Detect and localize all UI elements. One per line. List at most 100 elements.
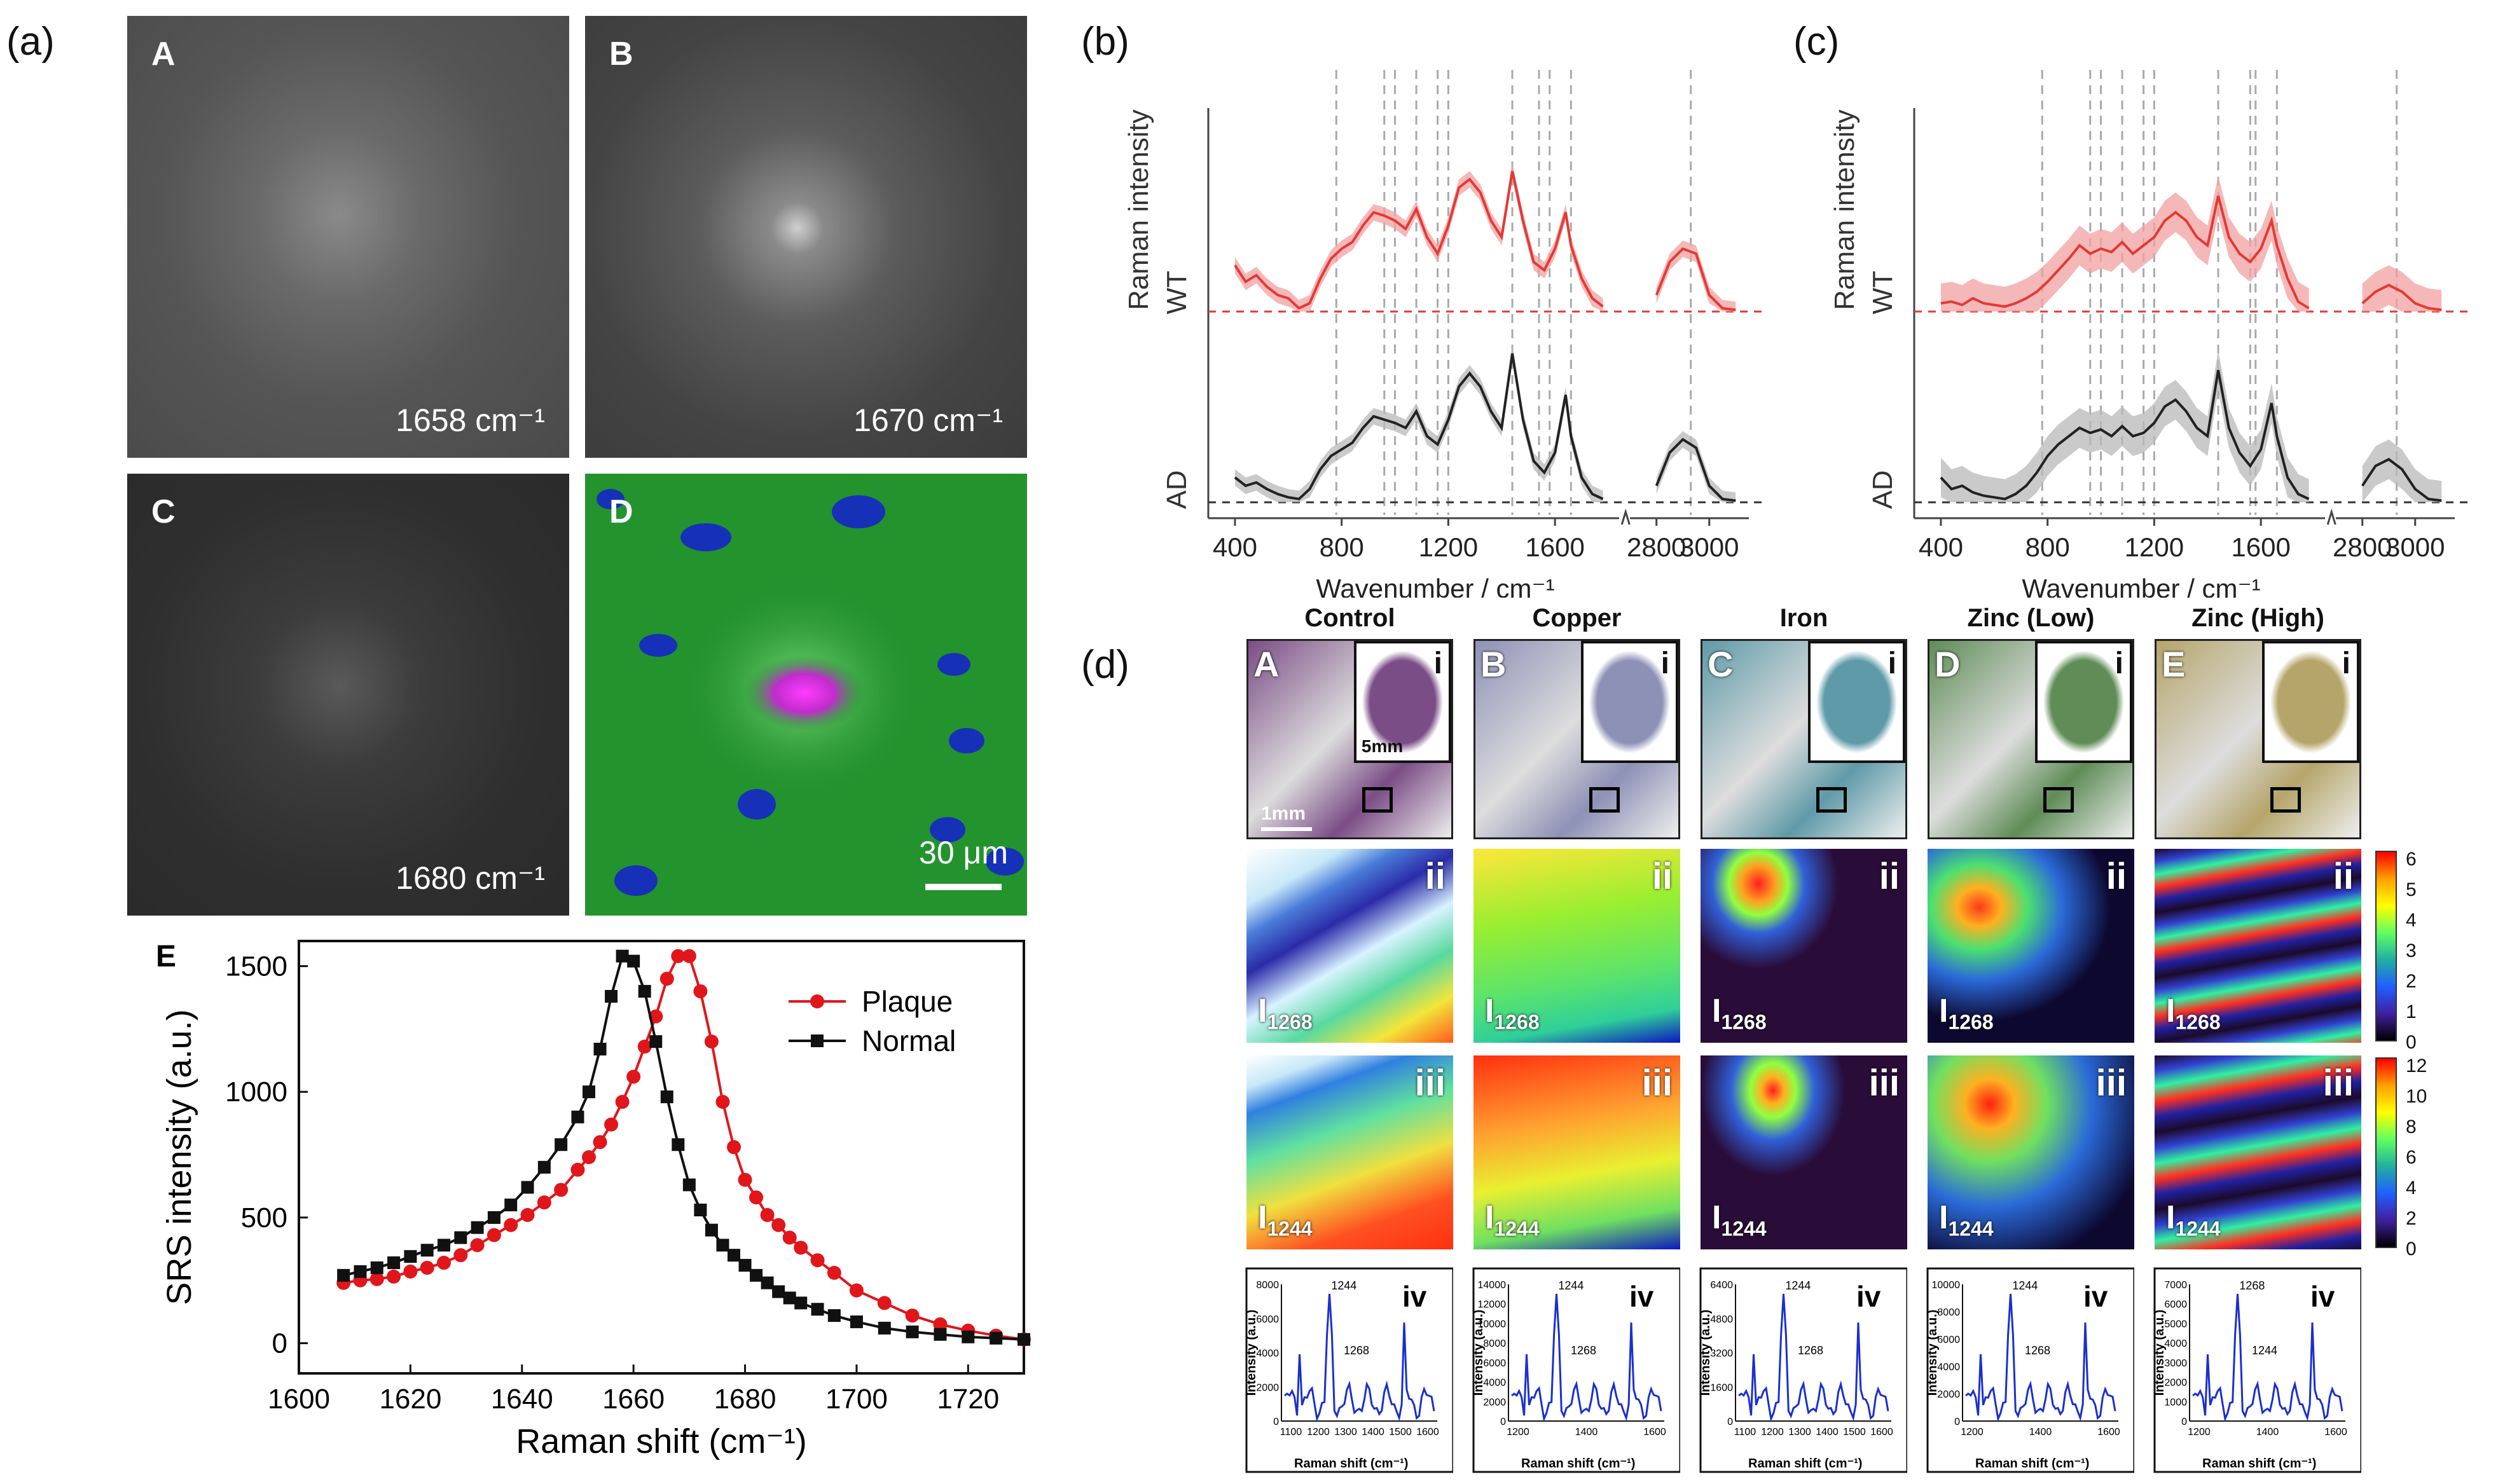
mini-y-tick: 8000 xyxy=(1937,1307,1960,1318)
roi-box xyxy=(2043,787,2074,813)
data-point-normal xyxy=(827,1309,841,1323)
data-point-normal xyxy=(811,1303,824,1316)
mini-x-label: Raman shift (cm⁻¹) xyxy=(1975,1457,2089,1471)
intensity-subscript: 1268 xyxy=(1948,1010,1994,1033)
mini-x-label: Raman shift (cm⁻¹) xyxy=(2202,1457,2316,1471)
mini-spectrum-line xyxy=(1965,1293,2116,1422)
data-point-normal xyxy=(616,949,629,963)
panel-b-tag: (b) xyxy=(1081,20,1129,64)
row-label-iv: iv xyxy=(1629,1280,1654,1313)
data-point-plaque xyxy=(470,1238,485,1253)
brain-inset: i xyxy=(2034,641,2132,763)
data-point-plaque xyxy=(738,1172,752,1187)
mini-x-tick: 1400 xyxy=(1362,1427,1384,1438)
intensity-subscript: 1244 xyxy=(1494,1217,1540,1240)
peak-label: 1268 xyxy=(1798,1344,1823,1357)
data-point-normal xyxy=(337,1268,350,1282)
inset-label: i xyxy=(1433,647,1442,680)
scalebar-1mm xyxy=(1261,827,1312,831)
intensity-subscript: 1268 xyxy=(1721,1010,1767,1033)
mini-y-label: Intensity (a.u.) xyxy=(2153,1310,2167,1396)
heatmap-1244: iii I1244 xyxy=(1928,1055,2134,1249)
data-point-normal xyxy=(521,1181,534,1194)
wavenumber-label: 1658 cm⁻¹ xyxy=(396,402,545,438)
row-label: iii xyxy=(2322,1062,2354,1104)
mini-y-tick: 7000 xyxy=(2164,1280,2187,1291)
x-tick-label: 1600 xyxy=(1525,532,1584,562)
heatmap-1268: ii I1268 xyxy=(1701,849,1907,1043)
y-tick-label: 1500 xyxy=(225,951,287,982)
mini-y-tick: 6000 xyxy=(1256,1314,1279,1325)
data-point-normal xyxy=(716,1239,729,1252)
data-point-normal xyxy=(962,1330,975,1343)
data-point-plaque xyxy=(637,1040,652,1054)
mini-x-tick: 1100 xyxy=(1734,1427,1756,1438)
inset-label: i xyxy=(1887,647,1896,680)
mini-spectrum-line xyxy=(1511,1293,1662,1422)
roi-box xyxy=(1362,787,1393,813)
x-tick-label: 1200 xyxy=(1419,532,1478,562)
data-point-normal xyxy=(649,1035,663,1048)
image-letter: B xyxy=(609,36,633,72)
heatmap-1244: iii I1244 xyxy=(1246,1055,1453,1249)
row-label-iv: iv xyxy=(1402,1280,1427,1313)
mini-y-tick: 14000 xyxy=(1478,1280,1507,1291)
intensity-label-1268: I1268 xyxy=(2166,992,2221,1034)
spectrum-line-wt xyxy=(1234,170,1604,310)
legend-marker xyxy=(810,994,824,1008)
data-point-plaque xyxy=(593,1135,607,1150)
intensity-symbol: I xyxy=(2166,1199,2176,1236)
mini-x-tick: 1600 xyxy=(1870,1427,1893,1438)
data-point-plaque xyxy=(704,1034,719,1049)
confidence-band xyxy=(1656,431,1736,502)
mini-y-label: Intensity (a.u.) xyxy=(1472,1310,1486,1396)
column-header: Copper xyxy=(1532,604,1622,632)
mini-y-tick: 2000 xyxy=(2164,1378,2187,1389)
colorbar-tick: 0 xyxy=(2406,1032,2417,1053)
data-point-normal xyxy=(627,954,640,968)
colorbar-tick: 6 xyxy=(2406,1147,2417,1168)
intensity-label-1244: I1244 xyxy=(1939,1199,1994,1240)
spectrum-line-ad xyxy=(2361,458,2442,502)
data-point-normal xyxy=(438,1239,450,1252)
x-tick-label: 2800 xyxy=(2333,532,2392,562)
mini-x-tick: 1400 xyxy=(1816,1427,1839,1438)
mini-y-tick: 4000 xyxy=(1937,1362,1960,1373)
data-point-plaque xyxy=(387,1269,401,1284)
intensity-label-1268: I1268 xyxy=(1485,992,1540,1034)
mini-x-label: Raman shift (cm⁻¹) xyxy=(1294,1457,1408,1471)
spectrum-line-ad xyxy=(1940,369,2310,500)
data-point-plaque xyxy=(504,1218,518,1232)
mini-y-tick: 0 xyxy=(1273,1417,1279,1427)
data-point-plaque xyxy=(615,1095,630,1110)
x-tick-label: 1680 xyxy=(714,1384,776,1415)
mini-spectrum-line xyxy=(1738,1293,1889,1422)
mini-y-tick: 2000 xyxy=(1937,1389,1960,1400)
data-point-normal xyxy=(772,1285,785,1298)
data-point-normal xyxy=(750,1268,763,1282)
peak-label: 1268 xyxy=(1571,1344,1596,1357)
intensity-label-1244: I1244 xyxy=(2166,1199,2221,1240)
data-point-normal xyxy=(761,1276,774,1289)
colorbar-tick: 3 xyxy=(2406,940,2417,961)
x-tick-label: 1200 xyxy=(2125,532,2184,562)
row-label-iv: iv xyxy=(2310,1280,2335,1313)
data-point-plaque xyxy=(682,949,696,963)
series-label-wt: WT xyxy=(1867,271,1898,314)
data-point-normal xyxy=(487,1211,500,1224)
column-header: Iron xyxy=(1779,604,1828,632)
data-point-normal xyxy=(571,1110,584,1123)
colorbar-tick: 0 xyxy=(2406,1239,2417,1260)
panel-letter: E xyxy=(156,940,176,973)
x-tick-label: 1660 xyxy=(602,1384,665,1415)
brain-inset: i 5mm xyxy=(1353,641,1451,763)
mini-x-tick: 1200 xyxy=(1507,1427,1529,1438)
data-point-normal xyxy=(555,1138,568,1151)
data-point-plaque xyxy=(749,1190,764,1205)
confidence-band xyxy=(1656,240,1736,312)
intensity-symbol: I xyxy=(1485,992,1494,1029)
data-point-plaque xyxy=(933,1317,948,1331)
